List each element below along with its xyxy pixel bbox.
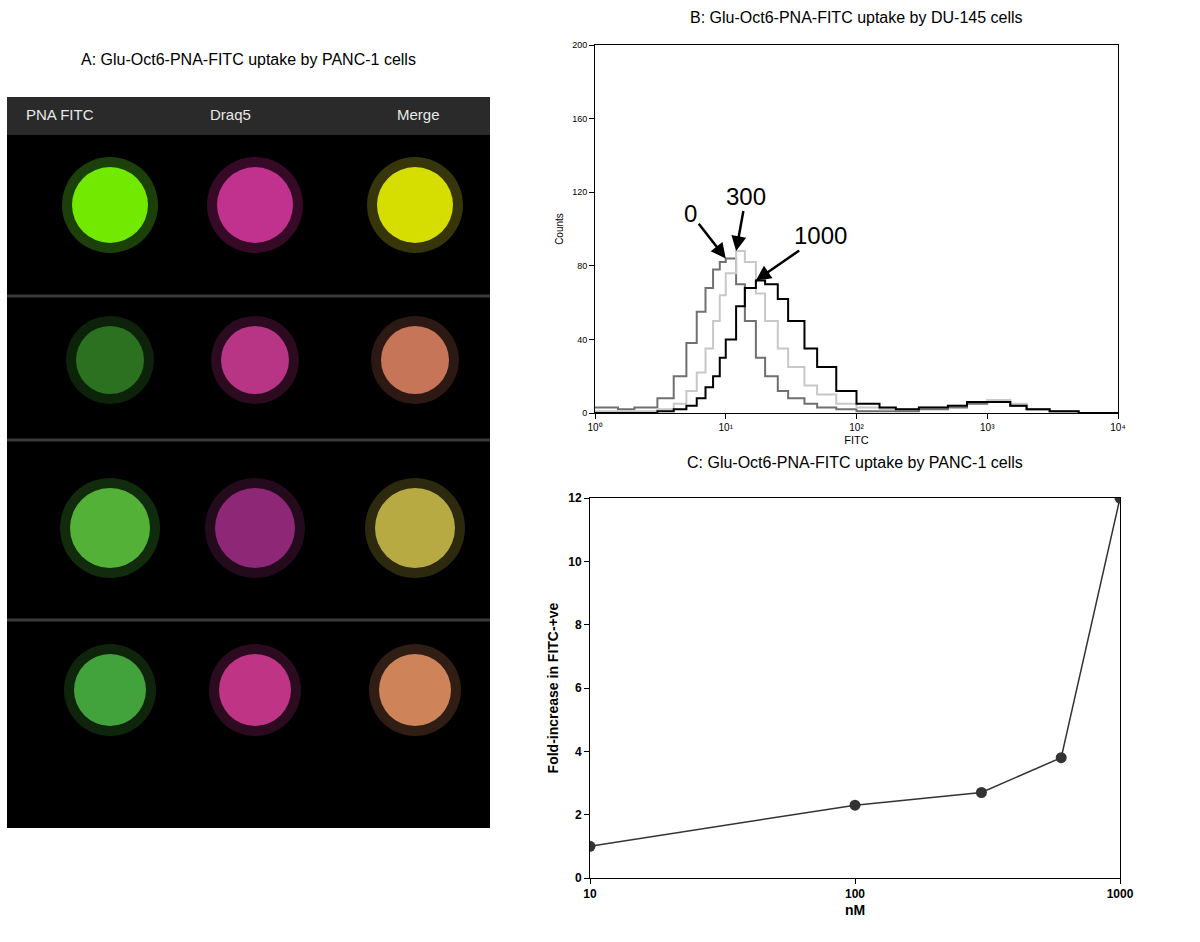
svg-text:Fold-increase in FITC-+ve: Fold-increase in FITC-+ve — [545, 602, 561, 773]
svg-text:40: 40 — [577, 335, 587, 345]
svg-text:80: 80 — [577, 261, 587, 271]
svg-text:Counts: Counts — [554, 213, 565, 245]
svg-text:4: 4 — [575, 745, 582, 759]
svg-text:Merge: Merge — [397, 106, 440, 123]
svg-text:0: 0 — [684, 200, 697, 227]
svg-text:300: 300 — [726, 183, 766, 210]
svg-text:0: 0 — [582, 408, 587, 418]
svg-text:PNA FITC: PNA FITC — [26, 106, 94, 123]
svg-text:B: Glu-Oct6-PNA-FITC uptake by: B: Glu-Oct6-PNA-FITC uptake by DU-145 ce… — [690, 9, 1023, 26]
svg-text:10¹: 10¹ — [719, 422, 734, 433]
svg-text:Draq5: Draq5 — [210, 106, 251, 123]
svg-text:120: 120 — [572, 187, 587, 197]
svg-text:10: 10 — [583, 887, 597, 901]
svg-text:6: 6 — [575, 681, 582, 695]
svg-text:1000: 1000 — [1107, 887, 1134, 901]
svg-text:nM: nM — [845, 902, 865, 918]
svg-text:C: Glu-Oct6-PNA-FITC uptake by: C: Glu-Oct6-PNA-FITC uptake by PANC-1 ce… — [687, 454, 1023, 471]
svg-text:10²: 10² — [849, 422, 864, 433]
svg-text:200: 200 — [572, 40, 587, 50]
svg-text:10⁰: 10⁰ — [587, 422, 602, 433]
svg-text:0: 0 — [575, 871, 582, 885]
svg-text:1000: 1000 — [794, 222, 847, 249]
svg-text:2: 2 — [575, 808, 582, 822]
svg-text:10: 10 — [568, 555, 582, 569]
svg-text:8: 8 — [575, 618, 582, 632]
svg-text:160: 160 — [572, 114, 587, 124]
svg-text:12: 12 — [568, 491, 582, 505]
svg-text:10⁴: 10⁴ — [1110, 422, 1125, 433]
svg-text:100: 100 — [845, 887, 865, 901]
svg-text:FITC: FITC — [844, 434, 868, 446]
svg-text:10³: 10³ — [980, 422, 995, 433]
svg-text:A: Glu-Oct6-PNA-FITC uptake by: A: Glu-Oct6-PNA-FITC uptake by PANC-1 ce… — [81, 51, 416, 68]
